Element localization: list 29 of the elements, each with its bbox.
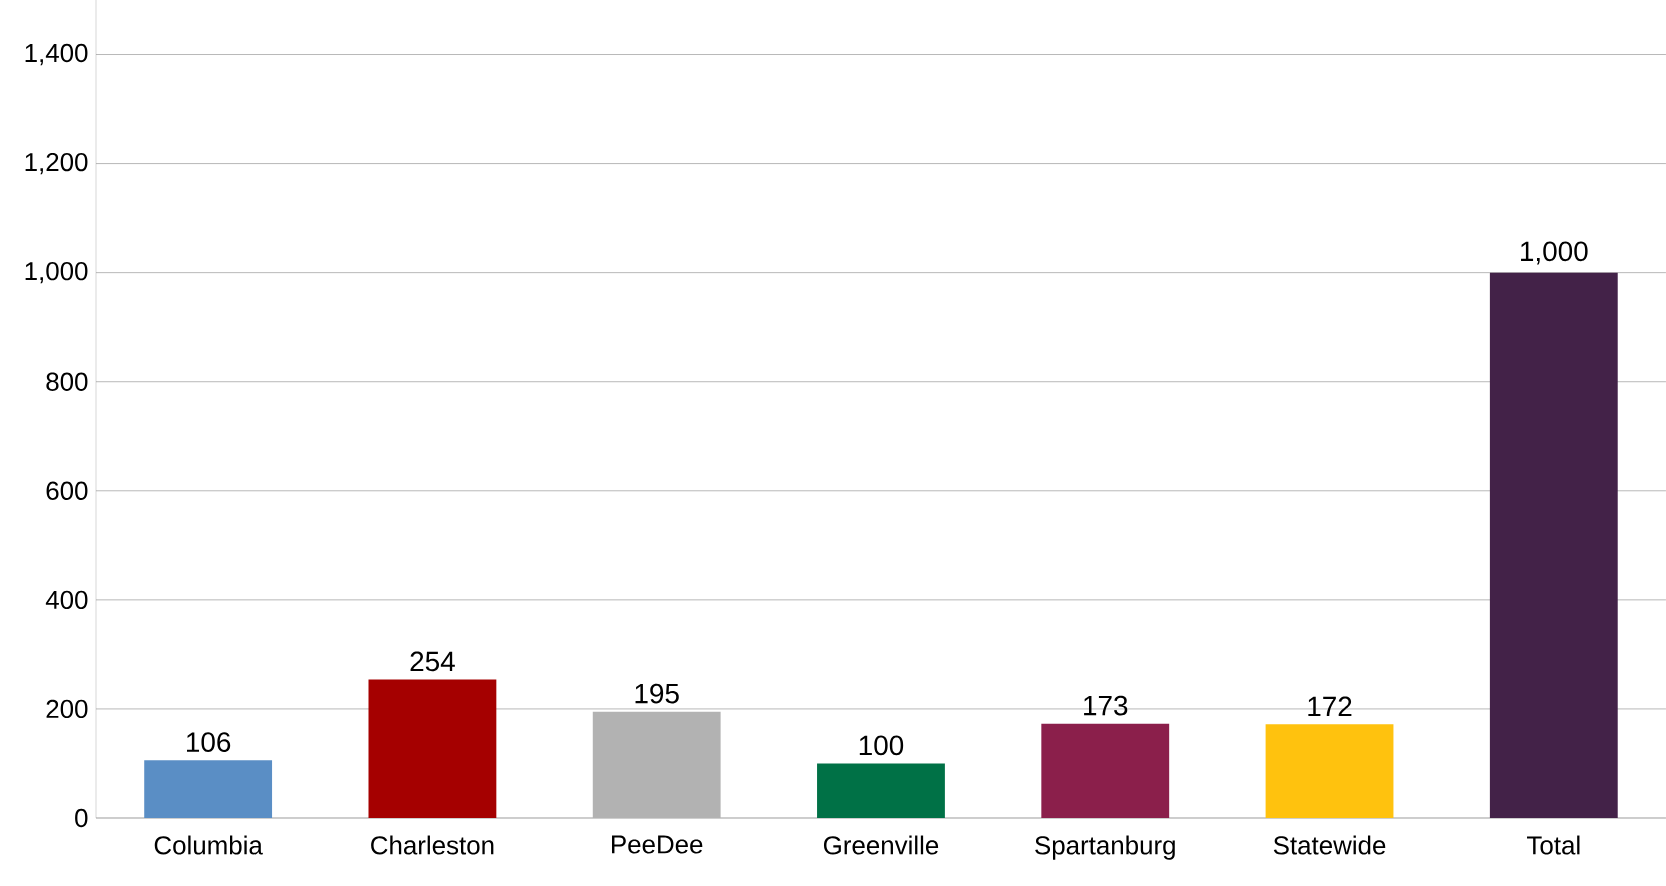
y-tick-label: 400	[45, 590, 88, 610]
y-tick-label: 200	[46, 699, 88, 719]
x-tick-label: PeeDee	[612, 835, 703, 854]
data-label: 1,000	[1521, 241, 1588, 265]
y-tick-label: 1,400	[25, 43, 88, 66]
bar	[144, 760, 273, 818]
y-tick-label: 0	[75, 808, 88, 828]
x-tick-label: Columbia	[154, 835, 263, 855]
bar	[1489, 272, 1618, 818]
bar	[1265, 724, 1394, 818]
x-tick-label: Greenville	[823, 835, 939, 855]
y-tick-label: 800	[46, 372, 88, 391]
data-label: 254	[410, 651, 455, 672]
data-label: 172	[1308, 696, 1352, 716]
y-tick-label: 600	[46, 481, 88, 500]
y-tick-label: 1,200	[25, 152, 88, 175]
bar	[817, 763, 945, 818]
bar	[1041, 723, 1170, 818]
data-label: 100	[859, 735, 904, 756]
x-tick-label: Statewide	[1273, 835, 1386, 855]
data-label: 106	[186, 732, 231, 752]
data-label: 195	[635, 683, 679, 704]
bar	[592, 711, 721, 818]
bar	[368, 679, 497, 818]
y-tick-label: 1,000	[25, 261, 88, 284]
x-tick-label: Spartanburg	[1035, 835, 1175, 860]
data-label: 173	[1084, 695, 1128, 716]
x-tick-label: Total	[1527, 835, 1580, 855]
x-tick-label: Charleston	[371, 835, 494, 855]
